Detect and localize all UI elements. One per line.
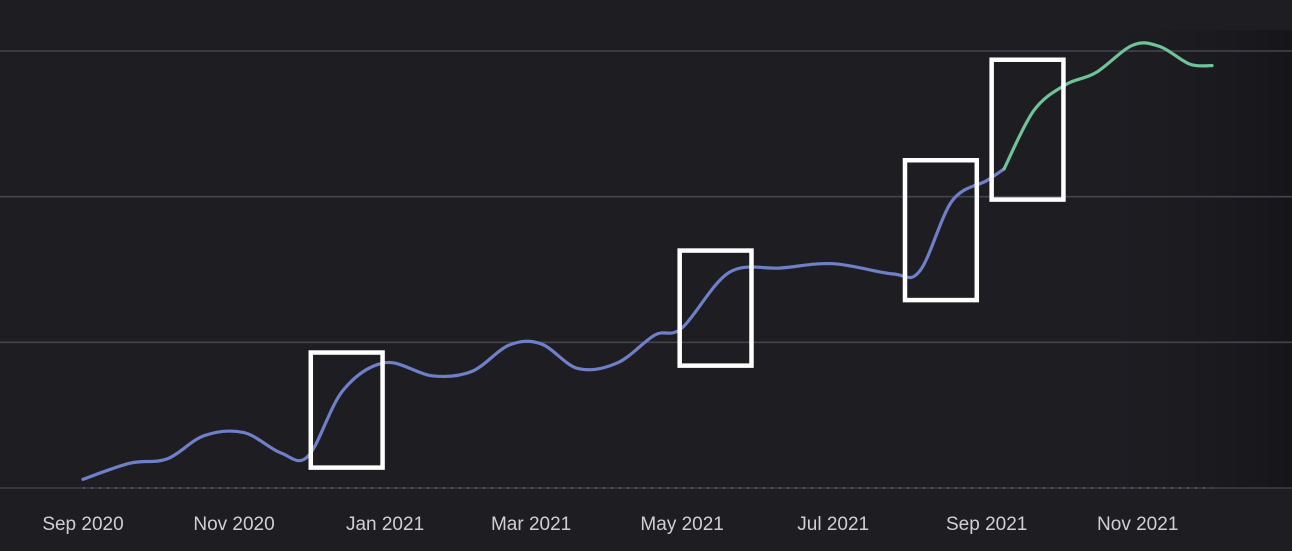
x-tick-label: Jan 2021: [346, 514, 424, 535]
highlight-box-1: [308, 350, 385, 470]
highlight-box-4: [989, 57, 1066, 202]
x-tick-label: Mar 2021: [491, 514, 571, 535]
x-tick-label: Sep 2021: [946, 514, 1027, 535]
gridlines: [0, 50, 1292, 489]
x-tick-label: Nov 2021: [1097, 514, 1178, 535]
x-tick-label: Jul 2021: [797, 514, 869, 535]
highlight-box-3: [902, 158, 980, 303]
highlight-box-2: [677, 248, 754, 368]
x-axis-tick-labels: Sep 2020 Nov 2020 Jan 2021 Mar 2021 May 2021…: [42, 514, 1178, 535]
series-line-1: [81, 167, 1006, 481]
series-line-2: [1002, 41, 1214, 171]
highlight-boxes: [308, 57, 1066, 470]
x-tick-label: May 2021: [640, 514, 723, 535]
x-tick-label: Nov 2020: [193, 514, 274, 535]
series-lines: [81, 41, 1214, 481]
right-shade: [1080, 30, 1292, 488]
x-tick-label: Sep 2020: [42, 514, 123, 535]
